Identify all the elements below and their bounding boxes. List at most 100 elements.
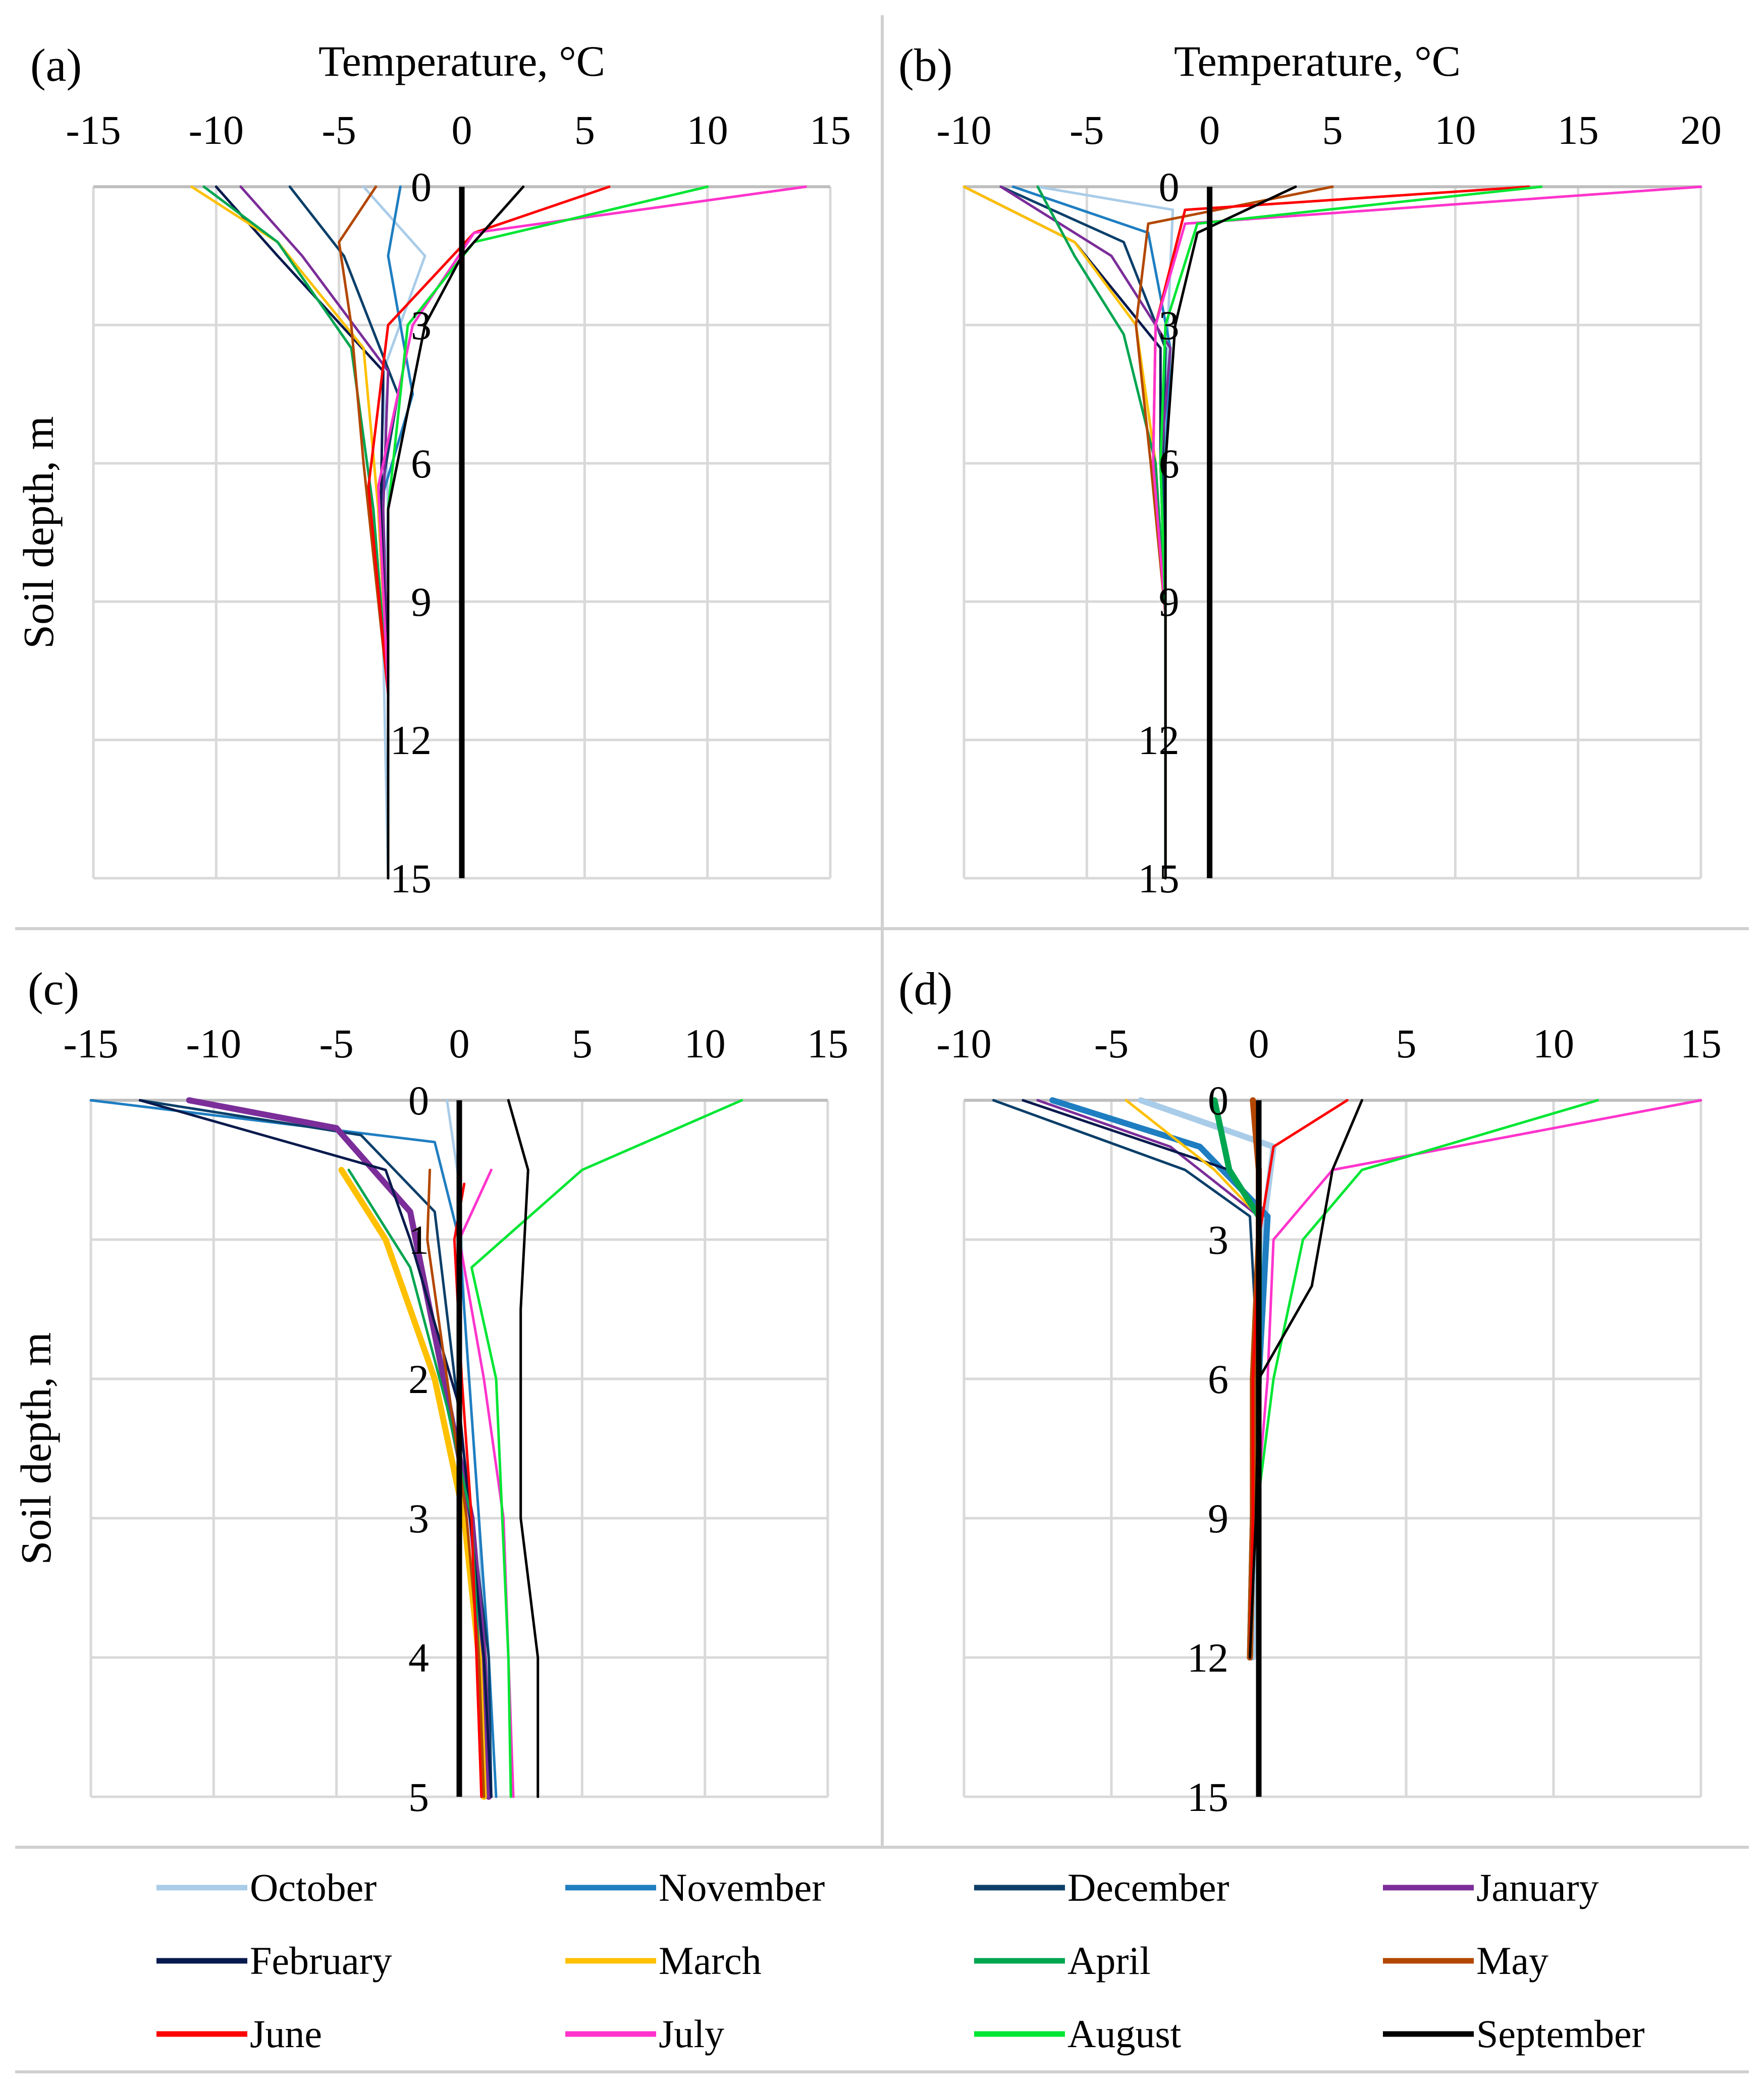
y-axis-title: Soil depth, m bbox=[14, 416, 63, 649]
x-tick-label: 10 bbox=[1533, 1021, 1574, 1066]
x-tick-label: -10 bbox=[936, 107, 991, 153]
y-tick-label: 0 bbox=[408, 1078, 429, 1123]
y-tick-label: 15 bbox=[1138, 855, 1180, 901]
y-tick-label: 0 bbox=[411, 164, 432, 210]
x-axis-title: Temperature, °C bbox=[318, 37, 605, 85]
y-tick-label: 4 bbox=[408, 1635, 429, 1681]
x-tick-label: -5 bbox=[322, 107, 356, 153]
series-line-november bbox=[89, 1099, 498, 1798]
series-line-september bbox=[1249, 1099, 1363, 1659]
x-tick-label: 20 bbox=[1680, 107, 1722, 153]
y-tick-label: 12 bbox=[390, 717, 432, 763]
x-tick-label: 15 bbox=[810, 107, 851, 153]
series-line-february bbox=[215, 185, 390, 880]
legend-label-november: November bbox=[659, 1865, 825, 1909]
x-axis-title: Temperature, °C bbox=[1174, 37, 1461, 85]
x-tick-label: 15 bbox=[1558, 107, 1599, 153]
legend-label-october: October bbox=[250, 1865, 377, 1909]
series-line-september bbox=[507, 1099, 540, 1798]
series-line-august bbox=[387, 185, 709, 880]
panel-c: -15 -10 -5 0 5 10 15 0 1 2 3 4 5 (c) Soil depth, m bbox=[12, 963, 848, 1820]
series-line-january bbox=[239, 185, 390, 880]
x-tick-label: 10 bbox=[1434, 107, 1476, 153]
x-tick-label: 5 bbox=[1322, 107, 1343, 153]
legend-label-april: April bbox=[1067, 1939, 1151, 1983]
series-line-june bbox=[453, 1183, 483, 1798]
series-line-september bbox=[387, 185, 525, 880]
legend-label-february: February bbox=[250, 1939, 392, 1983]
legend-label-june: June bbox=[250, 2012, 322, 2056]
y-tick-label: 6 bbox=[1159, 441, 1180, 487]
legend-label-july: July bbox=[659, 2012, 724, 2056]
x-tick-label: -5 bbox=[1070, 107, 1104, 153]
y-tick-label: 9 bbox=[411, 579, 432, 625]
x-tick-label: 5 bbox=[1396, 1021, 1417, 1066]
y-tick-label: 15 bbox=[1187, 1774, 1228, 1820]
series-line-june bbox=[1249, 1099, 1349, 1659]
y-tick-label: 0 bbox=[1208, 1078, 1228, 1123]
y-tick-label: 12 bbox=[1138, 717, 1180, 763]
series-line-august bbox=[470, 1099, 743, 1798]
legend-label-december: December bbox=[1067, 1865, 1229, 1909]
series-line-march bbox=[963, 185, 1167, 880]
series-line-april bbox=[1036, 185, 1167, 880]
x-tick-label: 0 bbox=[449, 1021, 470, 1066]
y-tick-label: 9 bbox=[1208, 1495, 1228, 1541]
x-tick-label: -15 bbox=[63, 1021, 118, 1066]
y-tick-label: 9 bbox=[1159, 579, 1180, 625]
x-tick-label: 10 bbox=[687, 107, 728, 153]
y-tick-label: 6 bbox=[411, 441, 432, 487]
panel-b: -10 -5 0 5 10 15 20 0 3 6 9 12 15 (b) Temperature, °C bbox=[898, 37, 1722, 901]
y-tick-label: 12 bbox=[1187, 1635, 1228, 1681]
series-line-december bbox=[138, 1099, 493, 1798]
series-line-august bbox=[1159, 185, 1543, 880]
series-line-september bbox=[1164, 185, 1297, 880]
x-tick-label: 5 bbox=[574, 107, 595, 153]
x-tick-label: -10 bbox=[186, 1021, 241, 1066]
legend-label-january: January bbox=[1476, 1865, 1599, 1909]
panel-label: (c) bbox=[28, 963, 79, 1014]
y-tick-label: 3 bbox=[408, 1495, 429, 1541]
y-tick-label: 15 bbox=[390, 855, 432, 901]
y-tick-label: 2 bbox=[408, 1356, 429, 1402]
x-tick-label: 15 bbox=[1680, 1021, 1722, 1066]
x-tick-label: 15 bbox=[807, 1021, 848, 1066]
x-tick-label: -15 bbox=[66, 107, 121, 153]
y-tick-label: 3 bbox=[1159, 302, 1180, 348]
x-tick-label: -10 bbox=[189, 107, 244, 153]
series-line-july bbox=[1152, 185, 1702, 880]
legend-label-september: September bbox=[1476, 2012, 1645, 2056]
x-tick-label: 0 bbox=[452, 107, 472, 153]
y-tick-label: 1 bbox=[408, 1217, 429, 1263]
y-tick-label: 0 bbox=[1159, 164, 1180, 210]
series-line-january bbox=[186, 1097, 492, 1800]
legend-label-august: August bbox=[1067, 2012, 1182, 2056]
x-tick-label: 0 bbox=[1249, 1021, 1269, 1066]
panel-label: (a) bbox=[30, 39, 82, 91]
y-tick-label: 3 bbox=[411, 302, 432, 348]
legend: October November December January February Ma… bbox=[156, 1865, 1645, 2056]
y-tick-label: 3 bbox=[1208, 1217, 1228, 1263]
series-line-november bbox=[1011, 185, 1172, 880]
x-tick-label: -10 bbox=[936, 1021, 991, 1066]
panel-d: -10 -5 0 5 10 15 0 3 6 9 12 15 (d) bbox=[898, 963, 1722, 1820]
legend-label-march: March bbox=[659, 1939, 762, 1983]
x-tick-label: -5 bbox=[1094, 1021, 1129, 1066]
y-axis-title: Soil depth, m bbox=[12, 1332, 60, 1565]
panel-label: (b) bbox=[898, 39, 952, 91]
x-tick-label: -5 bbox=[319, 1021, 354, 1066]
x-tick-label: 10 bbox=[684, 1021, 726, 1066]
series-line-october bbox=[1036, 185, 1174, 880]
panel-a: -15 -10 -5 0 5 10 15 0 3 6 9 12 15 (a) Temperature, °C… bbox=[14, 37, 851, 901]
panel-label: (d) bbox=[898, 963, 952, 1014]
series-line-june bbox=[367, 185, 611, 880]
series-line-april bbox=[202, 185, 390, 880]
y-tick-label: 6 bbox=[1208, 1356, 1228, 1402]
x-tick-label: 5 bbox=[572, 1021, 593, 1066]
y-tick-label: 5 bbox=[408, 1774, 429, 1820]
series-line-february bbox=[963, 185, 1167, 880]
series-line-february bbox=[138, 1099, 493, 1798]
x-tick-label: 0 bbox=[1199, 107, 1220, 153]
legend-label-may: May bbox=[1476, 1939, 1548, 1983]
